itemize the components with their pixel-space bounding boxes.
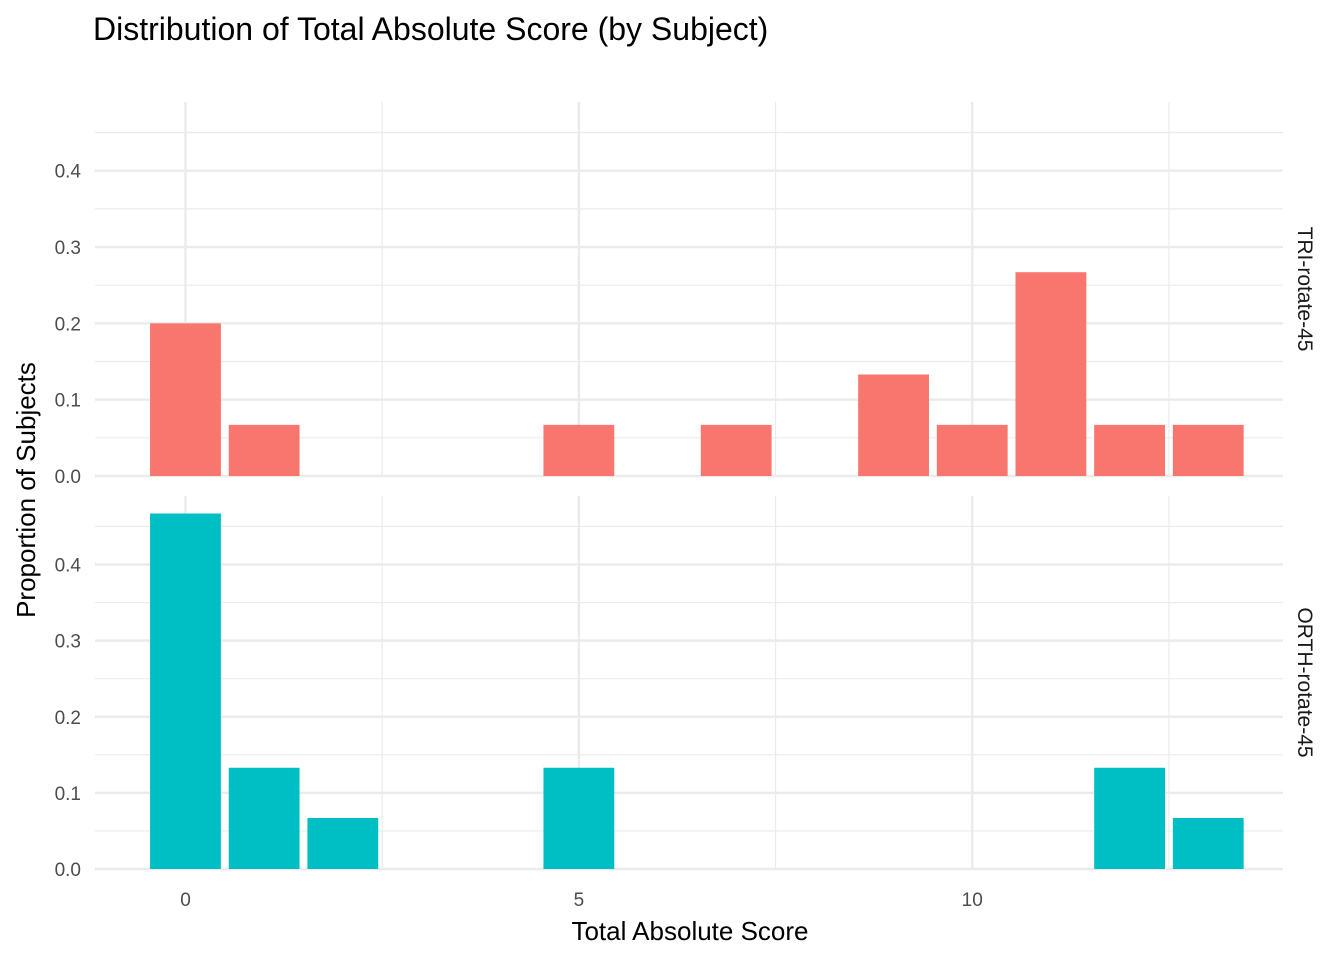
facet-panels: 0.0 0.1 0.2 0.3 0.4 TRI-rotate-45 0.0 0.1 0.2 0.3… (55, 102, 1316, 881)
chart-title: Distribution of Total Absolute Score (by… (93, 11, 768, 47)
x-tick-label: 5 (574, 890, 585, 911)
y-tick-label: 0.1 (55, 391, 81, 412)
bar (1172, 817, 1244, 869)
y-axis-title: Proportion of Subjects (11, 362, 41, 618)
bar (1015, 272, 1087, 476)
y-tick-label: 0.2 (55, 708, 81, 729)
x-tick-label: 0 (180, 890, 191, 911)
facet-strip-label: TRI-rotate-45 (1293, 227, 1316, 352)
facet-panel: 0.0 0.1 0.2 0.3 0.4 TRI-rotate-45 (55, 102, 1316, 488)
y-tick-label: 0.4 (55, 556, 82, 577)
y-tick-label: 0.1 (55, 784, 81, 805)
bar (543, 424, 615, 476)
facet-strip-label: ORTH-rotate-45 (1293, 607, 1316, 757)
bar (1172, 424, 1244, 476)
bar (1094, 767, 1165, 869)
y-tick-label: 0.2 (55, 314, 81, 335)
bar (228, 424, 300, 476)
bar (150, 513, 221, 869)
x-axis-title: Total Absolute Score (571, 916, 808, 946)
bar (936, 424, 1008, 476)
bar (150, 323, 221, 476)
bar (307, 817, 379, 869)
y-tick-label: 0.0 (55, 860, 81, 881)
y-tick-label: 0.3 (55, 238, 81, 259)
x-axis-ticks: 0 5 10 (180, 890, 983, 911)
x-tick-label: 10 (962, 890, 983, 911)
y-tick-label: 0.3 (55, 632, 81, 653)
y-tick-label: 0.4 (55, 162, 82, 183)
bar (1094, 424, 1165, 476)
bar (700, 424, 772, 476)
bar (858, 374, 929, 476)
facet-panel: 0.0 0.1 0.2 0.3 0.4 ORTH-rotate-45 (55, 496, 1316, 881)
y-tick-label: 0.0 (55, 467, 81, 488)
bar (228, 767, 300, 869)
bar (543, 767, 615, 869)
